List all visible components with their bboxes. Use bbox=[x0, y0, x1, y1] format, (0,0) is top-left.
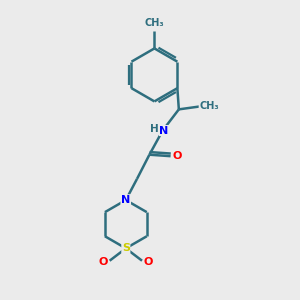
Text: N: N bbox=[121, 195, 130, 205]
Text: N: N bbox=[160, 126, 169, 136]
Text: S: S bbox=[122, 243, 130, 253]
Text: O: O bbox=[98, 257, 108, 267]
Text: CH₃: CH₃ bbox=[200, 101, 219, 111]
Text: CH₃: CH₃ bbox=[145, 18, 164, 28]
Text: O: O bbox=[144, 257, 153, 267]
Text: O: O bbox=[172, 151, 182, 161]
Text: H: H bbox=[150, 124, 159, 134]
Text: N: N bbox=[121, 195, 130, 205]
